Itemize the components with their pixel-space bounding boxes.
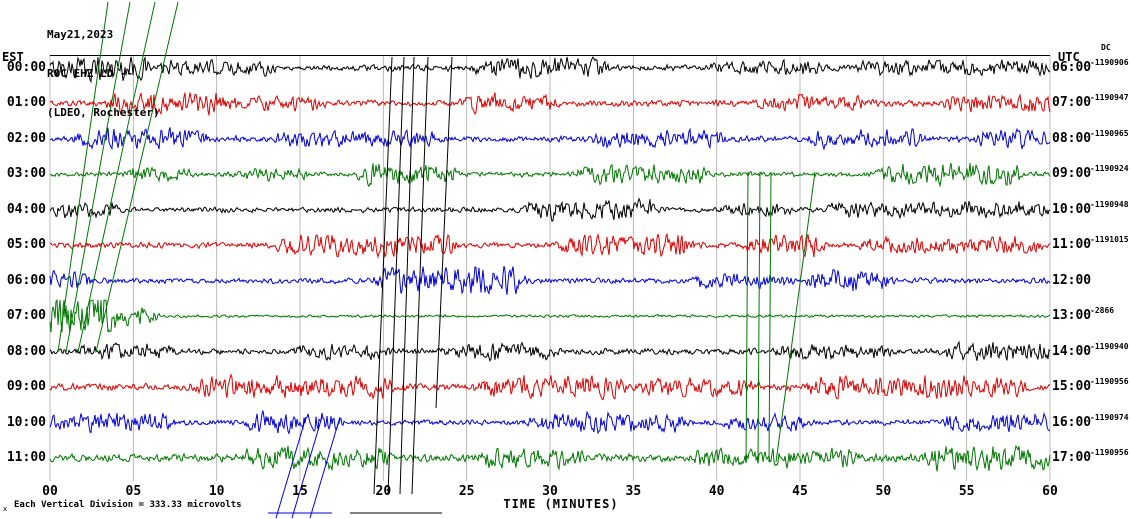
x-tick-label-45: 45: [792, 484, 808, 499]
utc-label-12:00: 12:00: [1052, 272, 1092, 288]
utc-label-09:00: 09:00: [1052, 166, 1092, 182]
dc-value-10:00: -1190948: [1090, 199, 1129, 209]
dc-value-17:00: -1190956: [1090, 447, 1129, 457]
offscale-event-line-5: [387, 56, 405, 495]
utc-label-11:00: 11:00: [1052, 237, 1092, 253]
est-label-03:00: 03:00: [6, 166, 46, 182]
header-station-location: (LDEO, Rochester): [47, 106, 160, 119]
offscale-event-line-6: [399, 56, 415, 495]
trace-row-10:00: [49, 410, 1051, 435]
x-tick-label-20: 20: [375, 484, 392, 499]
dc-value-06:00: -1190906: [1090, 58, 1129, 67]
x-axis-title: TIME (MINUTES): [503, 497, 619, 511]
utc-label-13:00: 13:00: [1052, 308, 1092, 324]
utc-label-06:00: 06:00: [1052, 60, 1092, 75]
offscale-event-line-13: [775, 171, 816, 463]
offscale-event-line-1: [65, 1, 131, 353]
utc-label-10:00: 10:00: [1052, 201, 1092, 217]
est-label-09:00: 09:00: [6, 379, 46, 395]
offscale-event-line-3: [95, 1, 179, 353]
offscale-event-line-10: [745, 171, 749, 463]
x-tick-label-05: 05: [125, 484, 142, 499]
header-date: May21,2023: [47, 28, 114, 41]
dc-value-07:00: -1190947: [1090, 93, 1129, 103]
trace-row-00:00: [49, 55, 1051, 84]
x-tick-label-60: 60: [1042, 484, 1058, 499]
trace-row-05:00: [49, 232, 1051, 259]
utc-label-14:00: 14:00: [1052, 343, 1092, 359]
est-label-11:00: 11:00: [6, 449, 46, 465]
offscale-event-line-15: [291, 416, 323, 519]
est-label-04:00: 04:00: [6, 201, 46, 217]
x-tick-label-55: 55: [958, 484, 975, 499]
x-tick-label-00: 00: [42, 484, 58, 499]
dc-value-08:00: -1190965: [1090, 128, 1129, 138]
trace-row-07:00: [49, 299, 1051, 333]
est-label-01:00: 01:00: [6, 95, 46, 111]
offscale-event-line-8: [435, 56, 453, 409]
right-axis-title-utc: UTC: [1058, 50, 1080, 64]
trace-row-06:00: [49, 265, 1051, 295]
x-tick-label-25: 25: [458, 484, 475, 499]
corner-mark: x: [3, 505, 8, 513]
x-tick-label-35: 35: [625, 484, 642, 499]
dc-offset-title: DC: [1101, 43, 1111, 52]
x-tick-label-50: 50: [875, 484, 892, 499]
offscale-event-line-2: [77, 1, 156, 353]
est-label-08:00: 08:00: [6, 343, 46, 359]
x-tick-label-10: 10: [208, 484, 225, 499]
x-tick-label-40: 40: [708, 484, 725, 499]
offscale-event-line-4: [373, 56, 393, 495]
station-header: May21,2023 ROC EHZ LD -- (LDEO, Rocheste…: [47, 2, 160, 145]
dc-value-14:00: -1190940: [1090, 341, 1129, 351]
dc-value-15:00: -1190956: [1090, 377, 1129, 387]
est-label-00:00: 00:00: [6, 60, 46, 75]
trace-row-04:00: [49, 197, 1051, 222]
scale-note: Each Vertical Division = 333.33 microvol…: [14, 500, 242, 510]
offscale-event-line-16: [309, 416, 341, 519]
est-label-07:00: 07:00: [6, 308, 46, 324]
trace-row-02:00: [49, 127, 1051, 151]
trace-row-08:00: [49, 340, 1051, 362]
dc-value-11:00: -1191015: [1090, 235, 1129, 245]
utc-label-15:00: 15:00: [1052, 379, 1092, 395]
dc-value-16:00: -1190974: [1090, 412, 1129, 422]
header-station-code: ROC EHZ LD --: [47, 67, 134, 80]
left-axis-title-est: EST: [2, 50, 24, 64]
dc-value-09:00: -1190924: [1090, 164, 1129, 174]
trace-row-03:00: [49, 162, 1051, 188]
est-label-05:00: 05:00: [6, 237, 46, 253]
offscale-event-line-12: [768, 171, 772, 463]
est-label-06:00: 06:00: [6, 272, 46, 288]
dc-value-13:00: -2866: [1090, 306, 1115, 316]
x-tick-label-30: 30: [542, 484, 558, 499]
est-label-02:00: 02:00: [6, 130, 46, 146]
trace-row-09:00: [49, 373, 1051, 401]
offscale-event-line-7: [411, 56, 429, 495]
offscale-event-line-0: [57, 1, 109, 353]
offscale-event-line-11: [757, 171, 761, 463]
est-label-10:00: 10:00: [6, 414, 46, 430]
trace-row-11:00: [49, 444, 1051, 472]
utc-label-07:00: 07:00: [1052, 95, 1092, 111]
x-tick-label-15: 15: [292, 484, 308, 499]
offscale-event-line-14: [275, 416, 307, 519]
trace-row-01:00: [49, 92, 1051, 116]
utc-label-16:00: 16:00: [1052, 414, 1092, 430]
utc-label-08:00: 08:00: [1052, 130, 1092, 146]
utc-label-17:00: 17:00: [1052, 449, 1092, 465]
